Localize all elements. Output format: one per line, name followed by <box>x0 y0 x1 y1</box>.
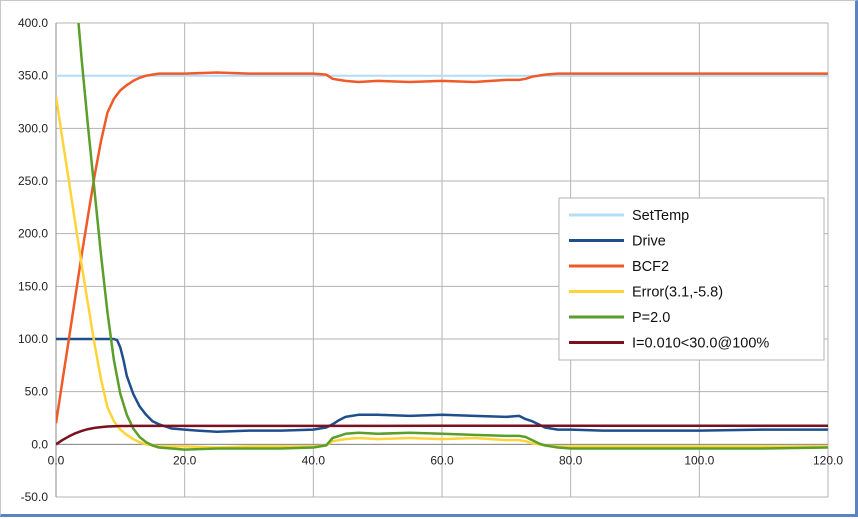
series-line-4 <box>77 23 828 451</box>
y-tick-label: 250.0 <box>18 174 48 188</box>
legend-label: I=0.010<30.0@100% <box>632 336 769 352</box>
y-tick-label: 0.0 <box>31 437 48 451</box>
x-tick-label: 20.0 <box>173 453 197 467</box>
y-tick-label: 200.0 <box>18 227 48 241</box>
y-tick-label: 300.0 <box>18 121 48 135</box>
y-tick-label: 50.0 <box>25 385 49 399</box>
y-tick-label: 350.0 <box>18 69 48 83</box>
legend-items: SetTemp Drive BCF2 Error(3.1,-5.8) P=2.0 I=0.… <box>569 208 769 352</box>
x-tick-label: 0.0 <box>48 453 65 467</box>
y-tick-label: -50.0 <box>21 490 49 504</box>
legend-box <box>558 197 825 361</box>
x-tick-label: 80.0 <box>559 453 583 467</box>
x-tick-label: 40.0 <box>302 453 326 467</box>
legend: SetTemp Drive BCF2 Error(3.1,-5.8) P=2.0 I=0.… <box>558 197 825 361</box>
x-tick-label: 120.0 <box>813 453 843 467</box>
series-line-2 <box>56 71 828 424</box>
y-tick-label: 150.0 <box>18 279 48 293</box>
x-tick-labels: 0.0 20.0 40.0 60.0 80.0 100.0 120.0 <box>48 453 844 467</box>
y-tick-labels: -50.0 0.0 50.0 100.0 150.0 200.0 250.0 300.0 350… <box>18 16 48 504</box>
legend-label: Drive <box>632 234 666 250</box>
series-line-5 <box>56 424 828 446</box>
legend-label: Error(3.1,-5.8) <box>632 285 723 301</box>
legend-label: P=2.0 <box>632 310 670 326</box>
legend-label: SetTemp <box>632 208 689 224</box>
x-tick-label: 100.0 <box>684 453 714 467</box>
y-tick-label: 400.0 <box>18 16 48 30</box>
x-tick-label: 60.0 <box>430 453 454 467</box>
series-lines <box>56 23 828 451</box>
legend-label: BCF2 <box>632 259 669 275</box>
y-tick-label: 100.0 <box>18 332 48 346</box>
